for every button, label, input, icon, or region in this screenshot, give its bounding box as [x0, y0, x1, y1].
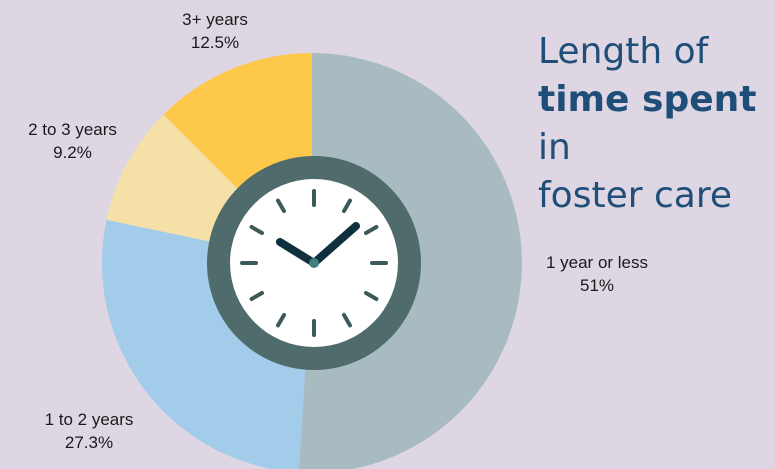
title-line-2-rest: in [538, 127, 571, 168]
label-one-year-or-less: 1 year or less 51% [527, 251, 667, 297]
title-emphasis: time spent [538, 79, 757, 120]
clock-tick [276, 313, 286, 328]
clock-minute-hand [310, 222, 360, 267]
slice-value-one-to-two-years: 27.3% [64, 433, 114, 452]
label-three-plus-years: 3+ years 12.5% [150, 8, 280, 54]
title-line-1: Length of [538, 31, 709, 72]
clock-center [309, 258, 319, 268]
clock-tick [364, 225, 379, 235]
slice-value-three-plus-years: 12.5% [190, 33, 240, 52]
clock-hour-hand [276, 238, 318, 267]
clock-tick [249, 225, 264, 235]
title-line-2: time spent in [538, 76, 775, 172]
clock-tick [342, 198, 352, 213]
label-one-to-two-years: 1 to 2 years 27.3% [14, 408, 164, 454]
slice-label-one-year-or-less: 1 year or less [545, 253, 649, 272]
clock-tick [342, 313, 352, 328]
clock-tick [249, 291, 264, 301]
chart-title: Length of time spent in foster care [538, 28, 775, 220]
slice-value-one-year-or-less: 51% [579, 276, 615, 295]
slice-label-three-plus-years: 3+ years [182, 10, 248, 29]
slice-value-two-to-three-years: 9.2% [53, 143, 92, 162]
clock-icon [207, 156, 421, 370]
title-line-3: foster care [538, 175, 732, 216]
slice-label-two-to-three-years: 2 to 3 years [28, 120, 117, 139]
slice-label-one-to-two-years: 1 to 2 years [44, 410, 134, 429]
clock-tick [276, 198, 286, 213]
clock-tick [364, 291, 379, 301]
label-two-to-three-years: 2 to 3 years 9.2% [0, 118, 145, 164]
